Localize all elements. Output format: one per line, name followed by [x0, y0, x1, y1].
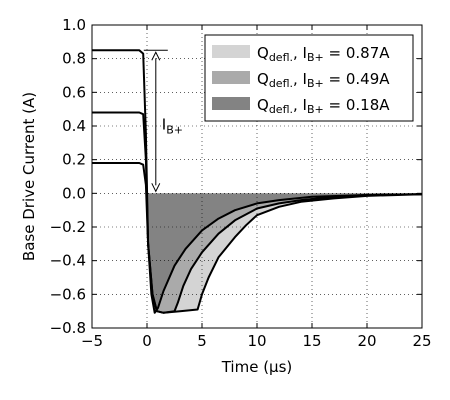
- annotation-arrow-head-down: [151, 183, 161, 193]
- y-tick-label: 0.0: [62, 184, 86, 202]
- y-tick-label: 0.8: [62, 50, 86, 68]
- legend-label: Qdefl., IB+ = 0.18A: [257, 96, 390, 116]
- shaded-area-2: [145, 193, 422, 313]
- y-tick-label: 0.2: [62, 151, 86, 169]
- x-tick-label: 15: [302, 332, 321, 350]
- x-tick-label: 25: [412, 332, 431, 350]
- y-tick-label: −0.2: [50, 218, 86, 236]
- y-tick-label: 0.4: [62, 117, 86, 135]
- series-line-3: [92, 162, 423, 314]
- legend-swatch: [212, 71, 250, 84]
- legend: Qdefl., IB+ = 0.87A Qdefl., IB+ = 0.49A Qd…: [204, 34, 414, 122]
- y-axis-label: Base Drive Current (A): [20, 92, 38, 261]
- annotation: IB+: [143, 49, 183, 193]
- x-tick-label: −5: [81, 332, 103, 350]
- x-tick-label: 10: [247, 332, 266, 350]
- annotation-label: IB+: [162, 116, 183, 137]
- y-tick-label: −0.6: [50, 285, 86, 303]
- annotation-arrow-head-up: [151, 51, 161, 61]
- y-tick-label: 1.0: [62, 16, 86, 34]
- x-tick-label: 20: [357, 332, 376, 350]
- shaded-areas: [145, 193, 422, 313]
- legend-swatch: [212, 45, 250, 58]
- x-tick-label: 5: [197, 332, 207, 350]
- legend-swatch: [212, 97, 250, 110]
- series-lines: [92, 49, 423, 314]
- legend-label: Qdefl., IB+ = 0.87A: [257, 44, 390, 64]
- y-tick-label: 0.6: [62, 83, 86, 101]
- shaded-area-3: [145, 193, 422, 313]
- y-tick-label: −0.4: [50, 252, 86, 270]
- axis-ticks: −5 0 5 10 15 20 25 1.0 0.8 0.6 0.4 0.2 0.0 −0.2 −0.4 −0…: [50, 16, 432, 350]
- legend-label: Qdefl., IB+ = 0.49A: [257, 70, 390, 90]
- y-tick-label: −0.8: [50, 319, 86, 337]
- x-tick-label: 0: [142, 332, 152, 350]
- x-axis-label: Time (μs): [221, 358, 293, 376]
